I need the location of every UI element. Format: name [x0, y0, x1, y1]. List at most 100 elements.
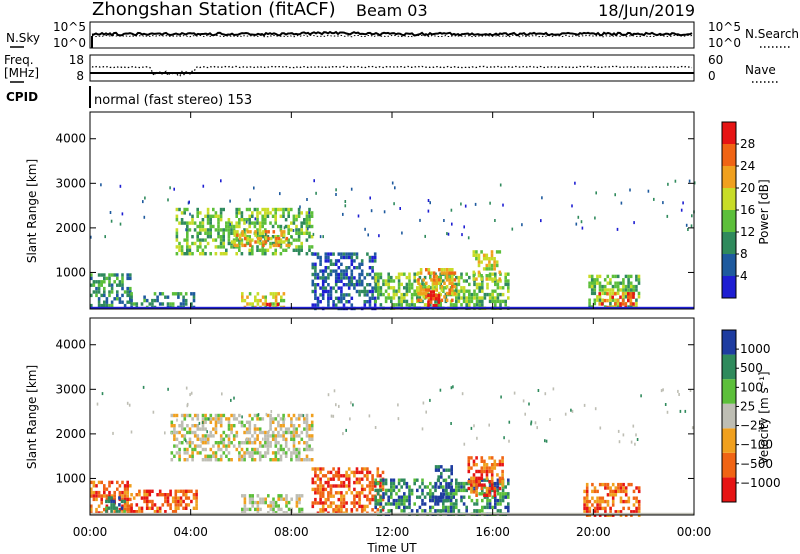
- echo-cell: [342, 296, 346, 300]
- echo-cell: [379, 484, 382, 488]
- echo-cell: [118, 297, 122, 301]
- echo-cell: [347, 255, 351, 260]
- echo-cell: [381, 470, 385, 475]
- echo-cell: [445, 278, 449, 282]
- echo-cell: [316, 487, 320, 492]
- echo-cell: [305, 228, 309, 232]
- echo-cell: [113, 494, 116, 498]
- echo-cell: [483, 495, 487, 499]
- echo-cell: [269, 292, 273, 296]
- echo-cell: [303, 231, 306, 235]
- echo-cell: [206, 231, 210, 235]
- echo-cell: [204, 417, 207, 421]
- echo-cell: [429, 505, 432, 510]
- echo-cell: [395, 292, 398, 297]
- echo-cell: [360, 259, 364, 263]
- echo-cell: [316, 255, 320, 260]
- noise-search-line: [91, 34, 693, 38]
- echo-cell: [434, 465, 438, 469]
- echo-cell: [427, 300, 430, 304]
- echo-cell: [196, 444, 200, 448]
- echo-cell: [475, 476, 478, 480]
- echo-cell: [472, 463, 476, 467]
- echo-cell: [97, 303, 101, 308]
- echo-cell: [148, 499, 152, 504]
- echo-cell: [266, 451, 270, 455]
- echo-cell: [450, 485, 453, 489]
- echo-cell: [314, 474, 317, 478]
- echo-cell: [201, 252, 205, 256]
- echo-cell: [297, 458, 301, 462]
- echo-cell: [350, 262, 354, 266]
- echo-cell: [108, 280, 111, 284]
- echo-cell: [186, 252, 189, 256]
- echo-cell: [209, 224, 212, 229]
- echo-cell: [382, 478, 385, 482]
- echo-cell: [292, 424, 296, 428]
- echo-cell: [452, 495, 455, 499]
- echo-cell: [130, 298, 133, 303]
- echo-cell: [251, 500, 254, 505]
- echo-cell: [256, 298, 260, 303]
- echo-cell: [342, 272, 346, 277]
- echo-cell: [366, 484, 369, 488]
- echo-cell: [108, 484, 111, 488]
- echo-cell: [408, 272, 411, 276]
- echo-cell: [110, 290, 114, 294]
- echo-cell: [601, 284, 604, 289]
- echo-cell: [274, 504, 278, 508]
- echo-cell: [481, 299, 484, 304]
- echo-cell: [360, 508, 364, 512]
- sparse-echo-cell: [581, 226, 584, 230]
- echo-cell: [619, 496, 623, 500]
- echo-cell: [596, 489, 599, 494]
- echo-cell: [95, 507, 98, 512]
- echo-cell: [311, 477, 315, 481]
- echo-cell: [368, 272, 372, 277]
- echo-cell: [630, 482, 633, 487]
- echo-cell: [253, 221, 257, 225]
- echo-cell: [429, 286, 432, 290]
- echo-cell: [192, 506, 196, 510]
- echo-cell: [171, 496, 175, 500]
- echo-cell: [173, 454, 176, 458]
- echo-cell: [305, 252, 309, 256]
- echo-cell: [347, 283, 351, 287]
- noise-left-tick-bottom: 10^0: [53, 36, 86, 50]
- echo-cell: [314, 276, 317, 280]
- echo-cell: [305, 214, 309, 218]
- echo-cell: [140, 506, 144, 510]
- echo-cell: [275, 243, 278, 248]
- echo-cell: [105, 487, 109, 491]
- echo-cell: [445, 492, 448, 496]
- echo-cell: [337, 266, 341, 270]
- echo-cell: [342, 504, 346, 509]
- echo-cell: [321, 279, 325, 283]
- echo-cell: [240, 211, 244, 215]
- echo-cell: [449, 481, 453, 486]
- echo-cell: [100, 497, 103, 502]
- velocity-scatter-cells: [90, 385, 694, 517]
- echo-cell: [191, 454, 194, 458]
- echo-cell: [241, 295, 244, 299]
- echo-cell: [477, 483, 481, 487]
- echo-cell: [397, 488, 401, 493]
- echo-cell: [488, 274, 491, 278]
- echo-cell: [219, 420, 223, 424]
- echo-cell: [305, 444, 309, 448]
- echo-cell: [219, 214, 223, 218]
- echo-cell: [105, 276, 109, 281]
- echo-cell: [248, 451, 252, 455]
- echo-cell: [611, 284, 615, 289]
- echo-cell: [377, 272, 380, 276]
- echo-cell: [417, 291, 420, 296]
- sparse-echo-cell: [666, 410, 669, 414]
- sparse-echo-cell: [293, 431, 295, 434]
- echo-cell: [501, 495, 505, 499]
- echo-cell: [604, 486, 607, 490]
- echo-cell: [337, 504, 341, 509]
- echo-cell: [397, 505, 401, 510]
- echo-cell: [350, 303, 354, 307]
- echo-cell: [253, 437, 257, 441]
- echo-cell: [368, 470, 372, 475]
